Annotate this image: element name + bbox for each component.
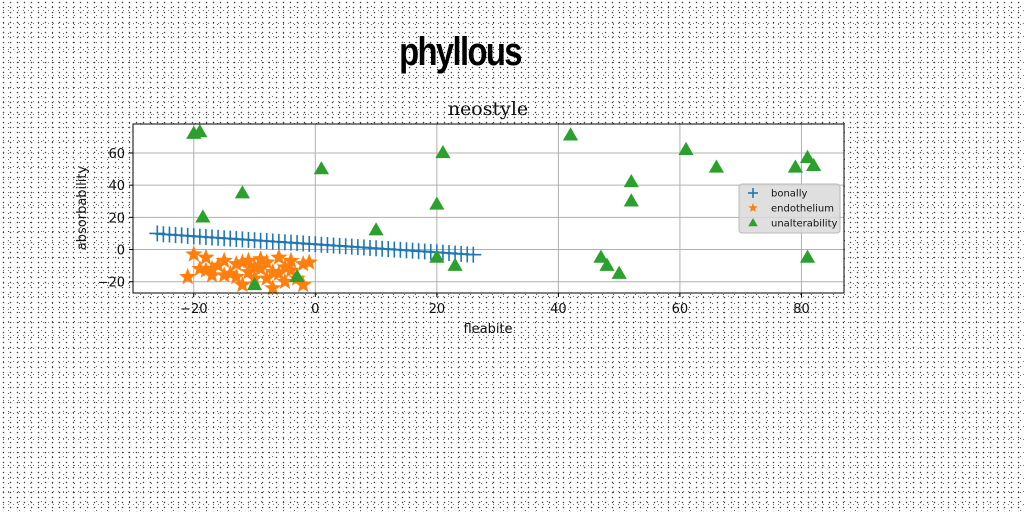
legend: bonally endothelium unalterability [738, 183, 841, 234]
figure-suptitle: phyllous [399, 30, 522, 74]
endothelium-point [264, 263, 282, 280]
legend-label-endothelium: endothelium [771, 204, 834, 215]
endothelium-point [276, 258, 294, 275]
unalterability-point [192, 124, 208, 138]
y-axis-label: absorbability [75, 166, 90, 251]
legend-box [738, 183, 841, 234]
endothelium-point [264, 279, 282, 296]
endothelium-point [197, 261, 215, 278]
y-tick-label: 60 [108, 147, 125, 162]
unalterability-point [611, 265, 627, 279]
unalterability-point [368, 222, 384, 236]
unalterability-point [435, 144, 451, 159]
endothelium-point [300, 253, 318, 270]
legend-marker-endothelium [748, 203, 758, 212]
unalterability-point [623, 173, 639, 188]
unalterability-point [234, 185, 250, 199]
unalterability-point [599, 257, 615, 271]
endothelium-point [239, 263, 257, 280]
unalterability-point [787, 159, 803, 173]
endothelium-point [294, 276, 312, 293]
legend-label-unalterability: unalterability [771, 219, 837, 230]
unalterability-point [289, 268, 305, 283]
x-tick-label: 0 [311, 302, 319, 317]
unalterability-point [447, 257, 463, 271]
unalterability-point [313, 161, 329, 175]
endothelium-point [197, 248, 215, 265]
endothelium-point [227, 267, 245, 285]
endothelium-point [252, 250, 270, 267]
endothelium-point [252, 259, 270, 277]
x-tick-label: 20 [429, 302, 446, 317]
y-tick-label: 20 [108, 211, 125, 226]
legend-marker-bonally [748, 188, 758, 198]
x-tick-label: 40 [550, 302, 567, 317]
unalterability-point [799, 249, 816, 263]
endothelium-point [246, 258, 264, 275]
endothelium-point [258, 253, 276, 270]
endothelium-point [276, 272, 294, 289]
unalterability-point [195, 209, 211, 223]
y-tick-label: −20 [98, 276, 125, 291]
bonally-point [465, 246, 482, 263]
endothelium-point [209, 256, 227, 273]
endothelium-point [227, 255, 245, 272]
unalterability-point [562, 127, 579, 141]
data-marks [149, 124, 822, 296]
legend-label-bonally: bonally [771, 189, 807, 200]
endothelium-point [258, 269, 276, 286]
unalterability-point [593, 249, 609, 263]
y-tick-label: 0 [117, 244, 125, 259]
endothelium-point [203, 266, 221, 283]
series-unalterability [186, 124, 822, 291]
endothelium-point [282, 261, 300, 278]
x-tick-label: 60 [672, 302, 689, 317]
unalterability-point [623, 193, 639, 207]
axis-ticks: −20 0 20 40 60 80 −20 0 20 40 60 [98, 147, 810, 317]
unalterability-point [708, 159, 724, 173]
endothelium-point [215, 266, 233, 283]
chart-title: neostyle [448, 98, 528, 120]
x-tick-label: 80 [793, 302, 810, 317]
unalterability-point [429, 249, 445, 263]
unalterability-point [429, 196, 445, 210]
endothelium-point [185, 245, 203, 262]
endothelium-point [179, 267, 197, 285]
endothelium-point [233, 276, 251, 293]
endothelium-point [270, 264, 288, 281]
plot-frame [132, 123, 845, 294]
x-tick-label: −20 [180, 302, 207, 317]
unalterability-point [678, 141, 694, 155]
x-axis-label: fleabite [463, 322, 512, 337]
endothelium-point [294, 255, 312, 272]
unalterability-point [246, 276, 263, 291]
y-tick-label: 40 [108, 179, 125, 194]
endothelium-point [270, 248, 288, 265]
grid [133, 124, 844, 293]
series-bonally [149, 225, 482, 263]
legend-marker-unalterability [748, 218, 758, 227]
unalterability-point [806, 157, 822, 172]
endothelium-point [203, 259, 221, 277]
endothelium-point [282, 251, 300, 269]
endothelium-point [233, 253, 251, 270]
endothelium-point [215, 251, 233, 269]
unalterability-point [799, 149, 816, 163]
